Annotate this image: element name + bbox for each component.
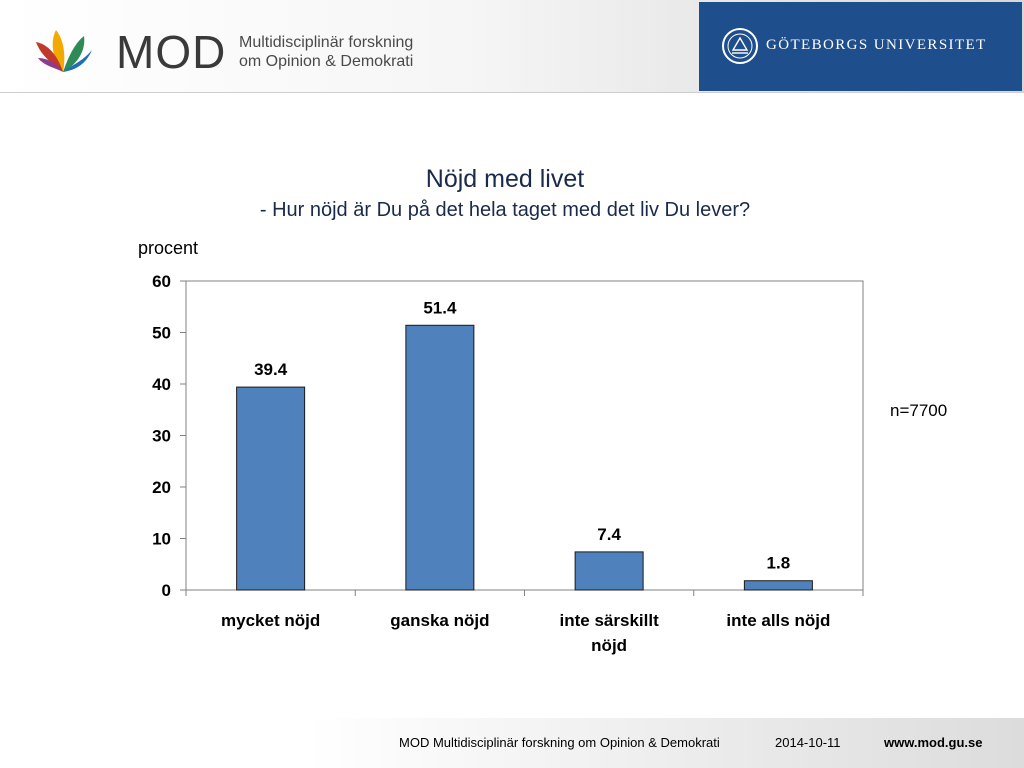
data-label: 39.4 xyxy=(254,360,288,379)
university-seal-icon xyxy=(722,28,758,64)
sample-size-annotation: n=7700 xyxy=(890,401,948,420)
bar xyxy=(574,551,644,591)
mod-tagline: Multidisciplinär forskning om Opinion & … xyxy=(239,33,413,71)
y-tick-label: 50 xyxy=(152,324,171,343)
x-category-label: ganska nöjd xyxy=(390,611,489,630)
header-banner: MOD Multidisciplinär forskning om Opinio… xyxy=(0,0,1024,93)
x-category-label: mycket nöjd xyxy=(221,611,320,630)
footer: MOD Multidisciplinär forskning om Opinio… xyxy=(0,718,1024,768)
footer-org: MOD Multidisciplinär forskning om Opinio… xyxy=(399,735,720,750)
data-label: 7.4 xyxy=(597,525,621,544)
x-category-label: nöjd xyxy=(591,636,627,655)
y-tick-label: 30 xyxy=(152,427,171,446)
chart-title: Nöjd med livet xyxy=(425,165,585,193)
bar xyxy=(405,324,475,591)
footer-url[interactable]: www.mod.gu.se xyxy=(884,735,983,750)
y-tick-label: 0 xyxy=(162,581,171,600)
data-label: 51.4 xyxy=(423,298,457,317)
y-tick-label: 60 xyxy=(152,272,171,291)
bar xyxy=(236,386,306,591)
bar xyxy=(743,580,813,591)
y-tick-label: 20 xyxy=(152,478,171,497)
tagline-line-2: om Opinion & Demokrati xyxy=(239,53,414,70)
mod-logo-text: MOD xyxy=(116,26,227,78)
y-axis-label: procent xyxy=(138,238,199,258)
university-banner xyxy=(699,2,1022,91)
footer-date: 2014-10-11 xyxy=(775,735,841,750)
y-tick-label: 10 xyxy=(152,530,171,549)
x-category-label: inte alls nöjd xyxy=(726,611,830,630)
chart-subtitle: - Hur nöjd är Du på det hela taget med d… xyxy=(259,199,751,221)
bar-chart: 0 10 20 30 40 50 60 39.4 mycket nöjd 51.4 ganska n… xyxy=(152,272,864,655)
x-category-label: inte särskillt xyxy=(560,611,660,630)
university-name: GÖTEBORGS UNIVERSITET xyxy=(766,37,987,53)
tagline-line-1: Multidisciplinär forskning xyxy=(239,34,414,51)
data-label: 1.8 xyxy=(767,554,791,573)
mod-flower-logo-icon xyxy=(36,30,92,72)
y-tick-label: 40 xyxy=(152,375,171,394)
